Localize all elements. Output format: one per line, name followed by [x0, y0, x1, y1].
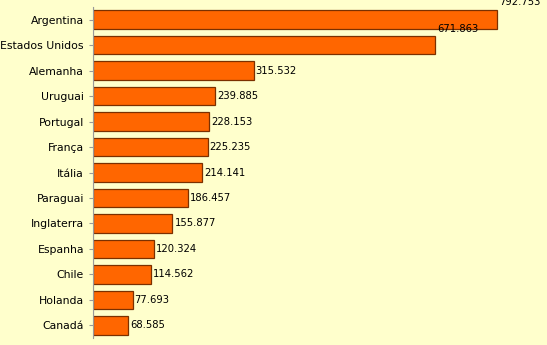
- Bar: [93, 163, 202, 182]
- Bar: [93, 10, 497, 29]
- Text: 120.324: 120.324: [156, 244, 197, 254]
- Text: 792.753: 792.753: [499, 0, 540, 7]
- Bar: [93, 87, 215, 105]
- Text: 214.141: 214.141: [204, 168, 246, 177]
- Text: 671.863: 671.863: [437, 24, 479, 34]
- Bar: [93, 316, 128, 335]
- Text: 155.877: 155.877: [174, 218, 216, 228]
- Text: 77.693: 77.693: [135, 295, 170, 305]
- Text: 68.585: 68.585: [130, 321, 165, 331]
- Bar: [93, 214, 172, 233]
- Bar: [93, 240, 154, 258]
- Bar: [93, 138, 208, 156]
- Bar: [93, 189, 188, 207]
- Text: 225.235: 225.235: [210, 142, 251, 152]
- Bar: [93, 291, 132, 309]
- Bar: [93, 36, 435, 54]
- Text: 186.457: 186.457: [190, 193, 231, 203]
- Text: 315.532: 315.532: [255, 66, 297, 76]
- Bar: [93, 61, 254, 80]
- Text: 114.562: 114.562: [153, 269, 195, 279]
- Text: 228.153: 228.153: [211, 117, 253, 127]
- Bar: [93, 265, 152, 284]
- Bar: [93, 112, 209, 131]
- Text: 239.885: 239.885: [217, 91, 258, 101]
